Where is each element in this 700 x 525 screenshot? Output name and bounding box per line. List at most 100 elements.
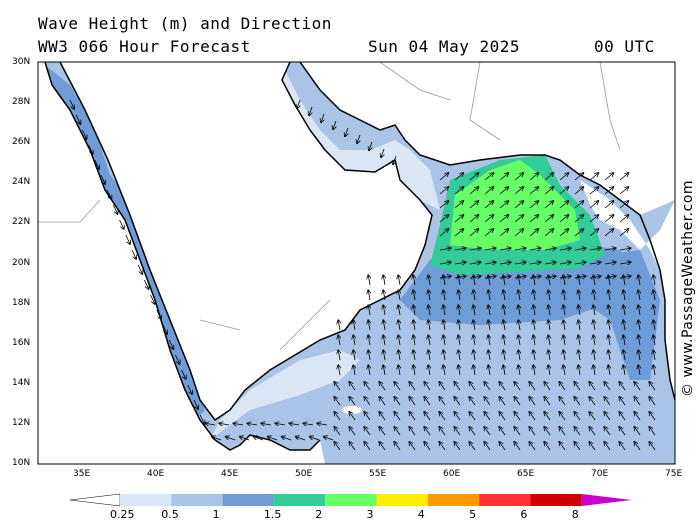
- persian-gulf-calm: [280, 70, 440, 210]
- wave-arrow: [604, 382, 611, 391]
- lon-label: 35E: [73, 469, 91, 479]
- wave-arrow: [608, 365, 610, 376]
- wave-arrow: [514, 229, 523, 237]
- wave-arrow: [503, 290, 505, 301]
- wave-arrow: [623, 350, 625, 361]
- wave-arrow: [268, 437, 278, 441]
- wave-arrow: [563, 320, 565, 331]
- wave-arrow: [398, 335, 400, 346]
- wave-arrow: [473, 320, 475, 331]
- wave-arrow: [518, 305, 520, 316]
- wave-arrow: [383, 275, 385, 286]
- wave-arrow: [439, 397, 446, 406]
- wave-arrow: [458, 350, 460, 361]
- wave-arrow: [383, 350, 385, 361]
- wave-arrow: [333, 120, 336, 129]
- wave-arrow: [75, 114, 80, 124]
- wave-arrow: [529, 201, 538, 209]
- wave-arrow: [499, 412, 506, 421]
- wave-arrow: [383, 320, 385, 331]
- wave-arrow: [424, 442, 431, 451]
- wave-arrow: [309, 106, 312, 115]
- wave-arrow: [368, 350, 370, 361]
- wave-arrow: [578, 320, 580, 331]
- wave-arrow: [454, 427, 461, 436]
- wave-arrow: [499, 248, 511, 250]
- wave-arrow: [413, 335, 415, 346]
- wave-arrow: [338, 365, 340, 376]
- wave-arrow: [589, 187, 598, 195]
- wave-arrow: [514, 173, 523, 181]
- lon-label: 75E: [665, 469, 683, 479]
- wave-arrow: [559, 229, 568, 237]
- wave-arrow: [518, 365, 520, 376]
- wave-arrow: [458, 365, 460, 376]
- wave-arrow: [604, 427, 611, 436]
- wave-direction-arrows: [69, 99, 655, 451]
- wave-arrow: [578, 305, 580, 316]
- wave-arrow: [544, 248, 556, 250]
- wave-arrow: [443, 320, 445, 331]
- wave-arrow: [518, 290, 520, 301]
- wave-arrow: [518, 350, 520, 361]
- wave-arrow: [199, 414, 204, 424]
- wave-arrow: [428, 365, 430, 376]
- wave-arrow: [619, 215, 628, 223]
- wave-arrow: [233, 423, 244, 425]
- wave-arrow: [563, 365, 565, 376]
- wave-arrow: [454, 382, 461, 391]
- coastline-asia: [299, 62, 675, 401]
- lat-label: 22N: [12, 217, 31, 228]
- wave-arrow: [638, 365, 640, 376]
- wave-arrow: [488, 335, 490, 346]
- colorbar-label: 3: [366, 508, 374, 521]
- colorbar-min-arrow: [69, 493, 121, 507]
- wave-arrow: [638, 290, 640, 301]
- colorbar: [69, 493, 632, 507]
- wave-arrow: [563, 275, 565, 286]
- wave-arrow: [559, 442, 566, 451]
- wave-arrow: [484, 427, 491, 436]
- colorbar-segment: [427, 494, 480, 506]
- wave-arrow: [548, 275, 550, 286]
- wave-arrow: [589, 248, 601, 250]
- lon-label: 50E: [295, 469, 313, 479]
- wave-arrow: [364, 412, 371, 421]
- wave-arrow: [604, 215, 613, 223]
- wave-arrow: [653, 335, 655, 346]
- wave-arrow: [619, 382, 626, 391]
- title-line-1: Wave Height (m) and Direction: [38, 14, 332, 33]
- wave-arrow: [383, 290, 385, 301]
- wave-arrow: [589, 427, 596, 436]
- lat-label: 30N: [12, 57, 31, 67]
- wave-arrow: [653, 290, 655, 301]
- wave-arrow: [529, 442, 536, 451]
- wave-arrow: [469, 173, 478, 181]
- wave-arrow: [296, 437, 306, 441]
- wave-arrow: [409, 442, 416, 451]
- wave-arrow: [484, 173, 493, 181]
- wave-arrow: [338, 320, 340, 331]
- wave-arrow: [473, 275, 475, 286]
- wave-arrow: [623, 365, 625, 376]
- wave-arrow: [514, 215, 523, 223]
- wave-arrow: [240, 437, 250, 441]
- wave-arrow: [533, 275, 535, 286]
- wave-arrow: [424, 397, 431, 406]
- wave-arrow: [469, 229, 478, 237]
- wave-arrow: [563, 290, 565, 301]
- wave-arrow: [548, 320, 550, 331]
- wave-arrow: [619, 229, 628, 237]
- wave-arrow: [514, 397, 521, 406]
- wave-arrow: [349, 427, 356, 436]
- wave-arrow: [638, 320, 640, 331]
- wave-arrow: [634, 382, 641, 391]
- colorbar-segment: [479, 494, 531, 506]
- arabian-sea-very-rough: [450, 160, 580, 250]
- wave-arrow: [454, 173, 463, 181]
- title-line-2: WW3 066 Hour Forecast: [38, 37, 251, 56]
- wave-arrow: [254, 437, 264, 441]
- wave-arrow: [559, 215, 568, 223]
- wave-arrow: [469, 276, 481, 278]
- wave-arrow: [443, 350, 445, 361]
